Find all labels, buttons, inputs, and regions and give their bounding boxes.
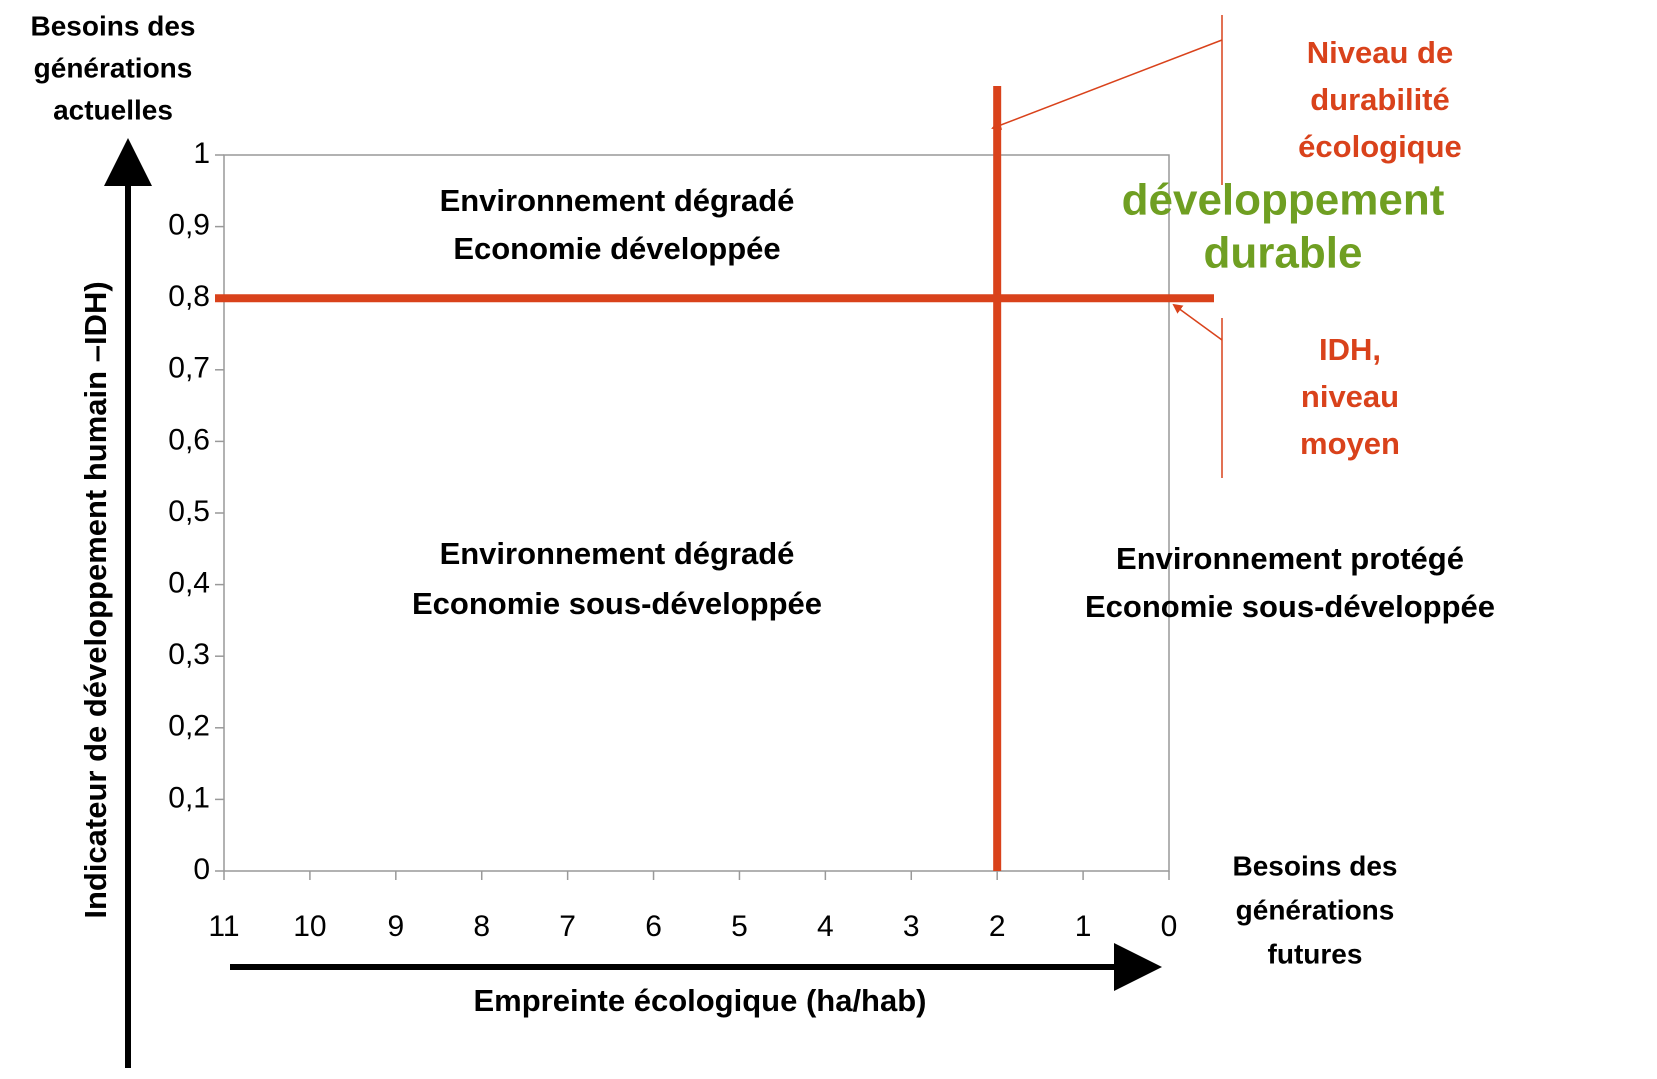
y-tick-label: 0,9: [168, 209, 210, 242]
x-tick-label: 6: [645, 910, 662, 943]
x-tick-label: 1: [1075, 910, 1092, 943]
quadrant-label: Environnement protégé: [1116, 541, 1464, 576]
quadrant-label: Environnement dégradé: [440, 536, 795, 571]
quadrant-label: Economie sous-développée: [1085, 589, 1495, 624]
x-tick-label: 10: [293, 910, 326, 943]
x-axis-label: Empreinte écologique (ha/hab): [474, 983, 927, 1018]
annotation: durabilité: [1310, 82, 1450, 117]
top-label: Besoins des: [31, 10, 196, 41]
y-tick-label: 0,8: [168, 280, 210, 313]
y-tick-label: 0,4: [168, 567, 210, 600]
y-tick-label: 0: [193, 853, 210, 886]
right-label: futures: [1268, 938, 1363, 969]
top-label: générations: [34, 52, 193, 83]
x-tick-label: 0: [1161, 910, 1178, 943]
y-tick-label: 0,1: [168, 781, 210, 814]
annotation: Niveau de: [1307, 35, 1453, 70]
y-tick-label: 0,6: [168, 423, 210, 456]
x-tick-label: 11: [208, 910, 239, 943]
y-tick-label: 1: [193, 137, 210, 170]
callouts: [991, 15, 1223, 478]
x-tick-label: 3: [903, 910, 920, 943]
annotation: IDH,: [1319, 332, 1381, 367]
x-tick-label: 7: [559, 910, 576, 943]
x-tick-label: 9: [387, 910, 404, 943]
x-tick-label: 5: [731, 910, 748, 943]
annotation: moyen: [1300, 426, 1400, 461]
annotation: niveau: [1301, 379, 1399, 414]
y-tick-label: 0,7: [168, 352, 210, 385]
quadrant-label: Environnement dégradé: [440, 183, 795, 218]
y-tick-label: 0,3: [168, 638, 210, 671]
right-label: Besoins des: [1233, 850, 1398, 881]
annotation: durable: [1204, 229, 1363, 278]
quadrant-label: Economie développée: [453, 231, 780, 266]
annotation: développement: [1122, 176, 1445, 225]
y-tick-label: 0,2: [168, 710, 210, 743]
y-axis-label: Indicateur de développement humain –IDH): [78, 281, 113, 918]
y-tick-label: 0,5: [168, 495, 210, 528]
leader: [1172, 303, 1223, 341]
x-tick-label: 2: [989, 910, 1006, 943]
top-label: actuelles: [53, 94, 173, 125]
x-tick-label: 4: [817, 910, 834, 943]
quadrant-label: Economie sous-développée: [412, 586, 822, 621]
leader: [991, 39, 1223, 130]
x-tick-label: 8: [473, 910, 490, 943]
right-label: générations: [1236, 894, 1395, 925]
annotation: écologique: [1298, 129, 1462, 164]
